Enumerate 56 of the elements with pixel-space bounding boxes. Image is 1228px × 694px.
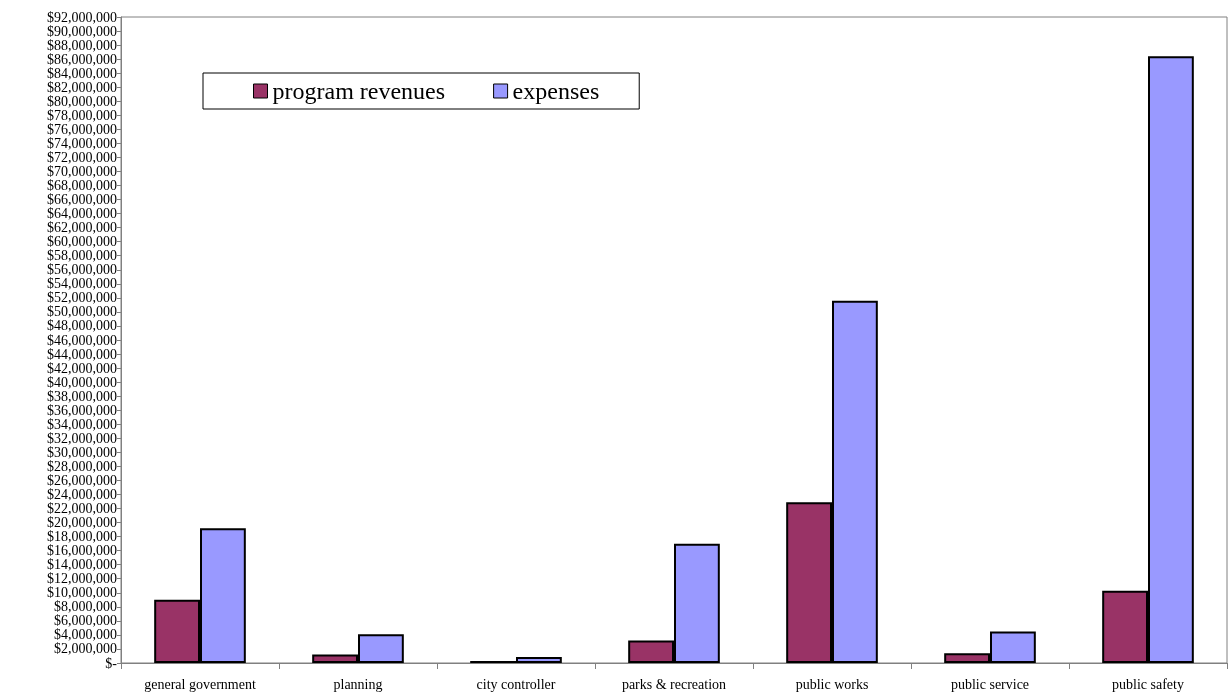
y-tick-label: $30,000,000 xyxy=(47,444,117,460)
y-tick-label: $68,000,000 xyxy=(47,178,117,194)
y-tick-label: $48,000,000 xyxy=(47,318,117,334)
y-tick-label: $12,000,000 xyxy=(47,571,117,587)
x-tick-label: general government xyxy=(144,676,256,692)
y-tick-label: $58,000,000 xyxy=(47,248,117,264)
y-tick-label: $62,000,000 xyxy=(47,220,117,236)
y-tick-label: $18,000,000 xyxy=(47,529,117,545)
y-tick-label: $14,000,000 xyxy=(47,557,117,573)
y-tick-label: $84,000,000 xyxy=(47,65,117,81)
y-tick-label: $82,000,000 xyxy=(47,79,117,95)
y-tick-label: $86,000,000 xyxy=(47,51,117,67)
y-tick-label: $20,000,000 xyxy=(47,515,117,531)
y-tick-label: $90,000,000 xyxy=(47,23,117,39)
y-tick-label: $92,000,000 xyxy=(47,9,117,25)
y-tick-label: $72,000,000 xyxy=(47,149,117,165)
y-tick-label: $44,000,000 xyxy=(47,346,117,362)
y-tick-label: $34,000,000 xyxy=(47,416,117,432)
x-tick-label: parks & recreation xyxy=(621,676,727,692)
y-tick-label: $22,000,000 xyxy=(47,501,117,517)
y-tick-label: $50,000,000 xyxy=(47,304,117,320)
y-tick-label: $70,000,000 xyxy=(47,163,117,179)
x-tick-label: public works xyxy=(795,676,869,692)
y-tick-label: $80,000,000 xyxy=(47,93,117,109)
y-tick-label: $4,000,000 xyxy=(54,627,117,643)
y-tick-label: $54,000,000 xyxy=(47,276,117,292)
y-tick-label: $52,000,000 xyxy=(47,290,117,306)
y-tick-label: $56,000,000 xyxy=(47,262,117,278)
x-tick-label: city controller xyxy=(476,676,556,692)
y-tick-label: $74,000,000 xyxy=(47,135,117,151)
y-tick-label: $28,000,000 xyxy=(47,458,117,474)
y-tick-label: $76,000,000 xyxy=(47,121,117,137)
y-tick-label: $60,000,000 xyxy=(47,234,117,250)
y-tick-label: $40,000,000 xyxy=(47,374,117,390)
y-tick-label: $46,000,000 xyxy=(47,332,117,348)
y-tick-label: $- xyxy=(105,655,118,671)
x-tick-label: public service xyxy=(950,676,1030,692)
y-tick-label: $16,000,000 xyxy=(47,543,117,559)
y-tick-label: $10,000,000 xyxy=(47,585,117,601)
y-tick-label: $64,000,000 xyxy=(47,206,117,222)
x-tick-label: public safety xyxy=(1112,676,1184,692)
y-tick-label: $24,000,000 xyxy=(47,486,117,502)
y-tick-label: $66,000,000 xyxy=(47,192,117,208)
x-tick-label: planning xyxy=(333,676,383,692)
y-tick-label: $88,000,000 xyxy=(47,37,117,53)
y-tick-label: $26,000,000 xyxy=(47,472,117,488)
y-tick-label: $38,000,000 xyxy=(47,388,117,404)
y-tick-label: $8,000,000 xyxy=(54,599,117,615)
y-tick-label: $42,000,000 xyxy=(47,360,117,376)
y-tick-label: $36,000,000 xyxy=(47,402,117,418)
legend-label: expenses xyxy=(512,78,600,104)
y-tick-label: $2,000,000 xyxy=(54,641,117,657)
y-tick-label: $6,000,000 xyxy=(54,613,117,629)
legend-label: program revenues xyxy=(272,78,446,104)
y-tick-label: $32,000,000 xyxy=(47,430,117,446)
y-tick-label: $78,000,000 xyxy=(47,107,117,123)
